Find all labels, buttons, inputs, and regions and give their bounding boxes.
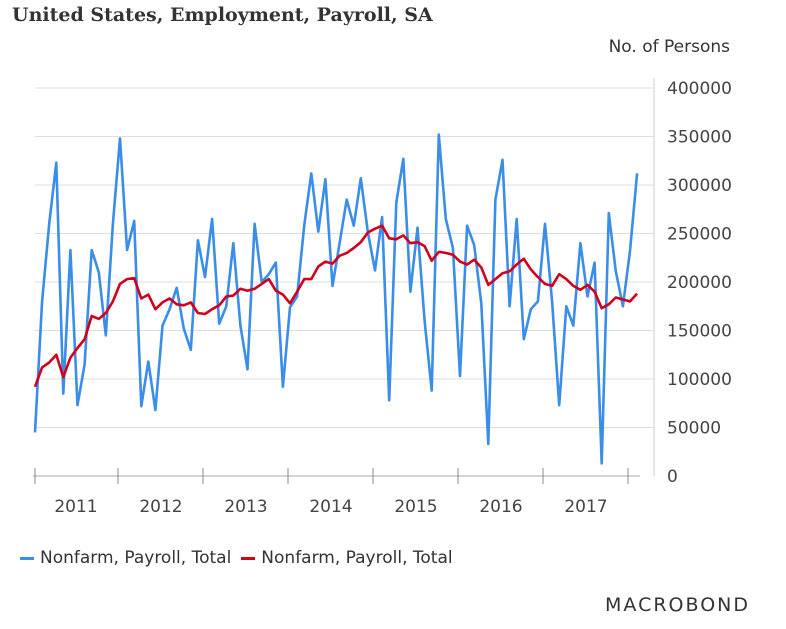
y-tick-labels: 0 50000 100000 150000 200000 250000 300000 3500… <box>667 79 732 487</box>
y-tick-label-100000: 100000 <box>667 370 732 390</box>
y-tick-label-400000: 400000 <box>667 79 732 99</box>
line-chart: 0 50000 100000 150000 200000 250000 300000 3500… <box>33 78 732 517</box>
y-tick-label-350000: 350000 <box>667 128 732 148</box>
x-tick-label-2017: 2017 <box>564 497 607 517</box>
legend-label-blue: Nonfarm, Payroll, Total <box>40 548 232 568</box>
legend-item-red: Nonfarm, Payroll, Total <box>241 548 453 568</box>
x-axis: 2011 2012 2013 2014 2015 2016 2017 <box>33 468 640 517</box>
chart-title: United States, Employment, Payroll, SA <box>12 4 433 26</box>
legend: Nonfarm, Payroll, Total Nonfarm, Payroll… <box>20 548 463 568</box>
series-line-red <box>33 224 639 388</box>
x-tick-label-2012: 2012 <box>139 497 182 517</box>
x-tick-label-2015: 2015 <box>394 497 437 517</box>
legend-swatch-blue <box>20 556 34 560</box>
y-tick-label-50000: 50000 <box>667 419 721 439</box>
y-tick-label-250000: 250000 <box>667 225 732 245</box>
x-tick-label-2013: 2013 <box>224 497 267 517</box>
x-tick-label-2014: 2014 <box>309 497 352 517</box>
y-tick-label-300000: 300000 <box>667 176 732 196</box>
legend-item-blue: Nonfarm, Payroll, Total <box>20 548 231 568</box>
legend-swatch-red <box>241 556 256 560</box>
series-lines <box>33 133 639 465</box>
y-tick-label-200000: 200000 <box>667 273 732 293</box>
x-tick-label-2016: 2016 <box>479 497 522 517</box>
y-tick-label-0: 0 <box>667 467 678 487</box>
y-tick-label-150000: 150000 <box>667 322 732 342</box>
x-tick-label-2011: 2011 <box>54 497 97 517</box>
macrobond-logo: MACRΟBOND <box>605 594 750 616</box>
y-axis-label: No. of Persons <box>608 37 730 57</box>
series-line-blue <box>33 133 639 465</box>
legend-label-red: Nonfarm, Payroll, Total <box>261 548 453 568</box>
